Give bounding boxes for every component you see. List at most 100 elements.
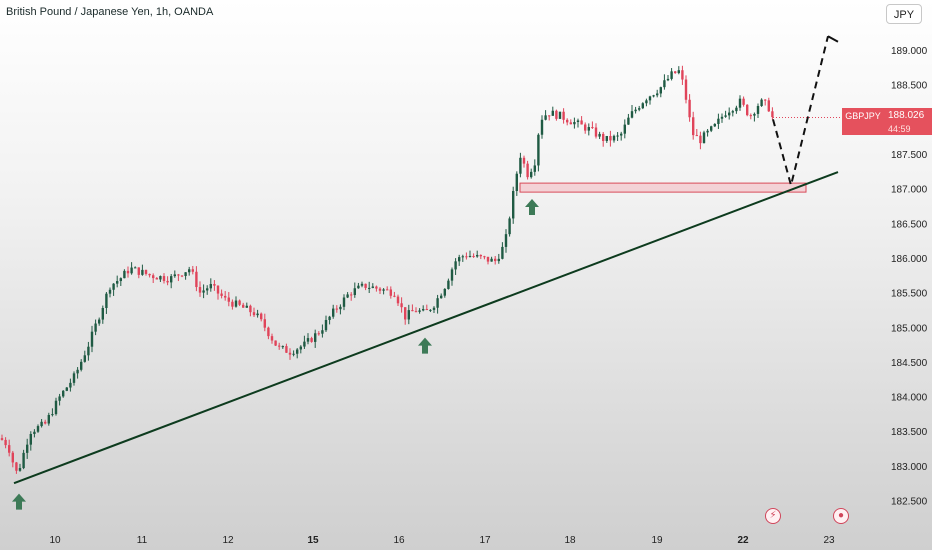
candle-body [720, 116, 724, 119]
candle-body [314, 333, 317, 342]
candle-body [231, 301, 234, 307]
candle-body [396, 296, 400, 304]
last-price-value: 188.026 [884, 108, 932, 123]
candle-body [472, 255, 475, 257]
candle-body [731, 111, 734, 113]
currency-button[interactable]: JPY [886, 4, 922, 24]
candle-body [501, 246, 504, 259]
candle-body [519, 157, 522, 174]
up-arrow-icon [418, 337, 432, 354]
candle-body [274, 340, 277, 346]
candle-body [382, 289, 385, 291]
candle-body [425, 309, 428, 311]
candle-body [252, 312, 256, 316]
projection-arrow-head [827, 35, 839, 43]
candle-body [62, 390, 65, 397]
candle-body [126, 270, 130, 274]
candle-body [0, 438, 4, 440]
y-tick-label: 185.500 [891, 289, 928, 300]
candle-body [260, 313, 263, 320]
candle-body [130, 267, 133, 274]
y-tick-label: 184.000 [891, 393, 928, 404]
candle-body [40, 421, 43, 427]
candle-body [512, 191, 515, 219]
candle-body [447, 280, 450, 289]
candle-body [141, 269, 144, 275]
last-price-symbol-tag: GBPJPY [842, 108, 884, 135]
candle-body [753, 113, 756, 116]
candle-body [310, 338, 313, 342]
candle-body [677, 70, 680, 74]
candle-body [551, 110, 554, 116]
candle-body [702, 132, 706, 144]
candle-body [609, 135, 612, 141]
candle-body [108, 289, 112, 294]
candle-body [461, 256, 464, 258]
candle-body [90, 331, 94, 347]
candle-body [562, 111, 565, 120]
price-axis[interactable]: 189.000188.500188.000187.500187.000186.5… [891, 46, 928, 507]
candle-body [83, 355, 86, 362]
candle-body [638, 108, 641, 110]
candle-body [414, 311, 418, 313]
candle-body [224, 295, 227, 298]
lightning-icon[interactable]: ⚡ [765, 508, 781, 524]
candle-body [166, 280, 169, 283]
candle-body [587, 127, 590, 131]
candle-body [364, 283, 367, 288]
y-tick-label: 187.500 [891, 150, 928, 161]
candle-body [605, 135, 608, 141]
candle-body [566, 119, 569, 123]
candle-body [303, 341, 306, 347]
y-tick-label: 184.500 [891, 358, 928, 369]
candle-body [569, 122, 572, 125]
candle-body [238, 300, 241, 305]
candle-body [767, 100, 770, 112]
candle-body [116, 281, 119, 284]
candle-body [710, 126, 713, 131]
candle-body [206, 288, 209, 291]
candle-body [389, 289, 392, 296]
candle-body [738, 98, 742, 108]
candle-body [598, 133, 601, 137]
candle-body [317, 333, 320, 335]
time-axis[interactable]: 10 11 12 15 16 17 18 19 22 23 [49, 535, 835, 546]
x-tick-label: 10 [49, 535, 61, 546]
candle-body [699, 135, 702, 144]
candle-body [771, 111, 774, 118]
candle-body [440, 295, 443, 299]
candle-body [249, 305, 252, 313]
projection-path [772, 35, 829, 190]
candle-body [357, 285, 360, 289]
candle-body [94, 323, 97, 332]
y-tick-label: 189.000 [891, 46, 928, 57]
candle-body [195, 271, 198, 288]
candle-body [296, 349, 299, 354]
candle-body [36, 426, 40, 432]
candle-body [65, 387, 68, 391]
candle-body [558, 111, 562, 119]
y-tick-label: 186.000 [891, 254, 928, 265]
up-arrow-icon [525, 199, 539, 216]
candle-body [706, 130, 709, 133]
candle-body [548, 115, 551, 117]
candle-body [188, 269, 191, 273]
x-tick-label: 23 [823, 535, 835, 546]
candle-body [429, 309, 432, 311]
candle-body [15, 462, 18, 471]
candle-body [234, 300, 238, 307]
candle-body [522, 157, 526, 164]
y-tick-label: 188.500 [891, 81, 928, 92]
candle-body [386, 289, 389, 291]
candle-body [375, 286, 378, 289]
candle-body [515, 173, 518, 192]
candle-body [245, 305, 248, 308]
candle-body [321, 330, 324, 334]
candle-body [281, 346, 284, 348]
record-icon[interactable]: ● [833, 508, 849, 524]
candle-body [4, 439, 7, 446]
candle-body [594, 127, 598, 137]
candle-body [490, 258, 493, 262]
candle-body [267, 327, 270, 337]
